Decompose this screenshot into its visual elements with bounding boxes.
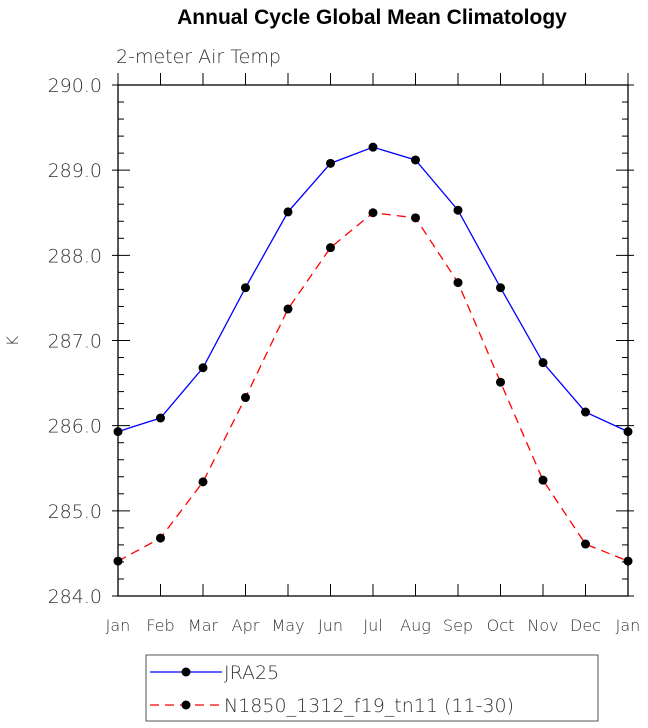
legend-label: JRA25 [224, 662, 279, 684]
data-point [411, 155, 420, 165]
data-point [581, 539, 590, 549]
x-tick-label: Mar [188, 616, 219, 635]
data-point [241, 393, 250, 403]
x-tick-label: Jan [106, 616, 131, 635]
x-tick-label: Dec [570, 616, 601, 635]
legend-box [145, 654, 599, 722]
data-point [326, 243, 335, 253]
data-point [411, 213, 420, 223]
data-point [326, 158, 335, 168]
x-tick-label: Nov [527, 616, 558, 635]
legend-label: N1850_1312_f19_tn11 (11-30) [224, 695, 514, 717]
data-point [156, 533, 165, 543]
legend-marker [181, 700, 191, 710]
data-point [623, 556, 633, 566]
data-point [283, 207, 293, 217]
chart-subtitle: 2-meter Air Temp [116, 46, 281, 68]
legend-marker [181, 667, 191, 677]
y-tick-label: 288.0 [48, 245, 102, 267]
chart-title: Annual Cycle Global Mean Climatology [177, 6, 567, 29]
data-point [453, 205, 463, 215]
legend: JRA25 N1850_1312_f19_tn11 (11-30) [145, 654, 599, 722]
x-tick-label: Sep [443, 616, 473, 635]
x-tick-label: Oct [487, 616, 515, 635]
y-tick-label: 289.0 [48, 160, 102, 182]
series-line-n1850 [117, 212, 629, 562]
x-tick-label: Feb [146, 616, 174, 635]
y-tick-label: 286.0 [48, 416, 102, 438]
x-tick-label: Jun [318, 616, 343, 635]
y-tick-label: 285.0 [48, 501, 102, 523]
data-point [538, 358, 548, 368]
data-point [368, 208, 378, 218]
data-point [623, 427, 633, 437]
y-axis-label: K [3, 335, 22, 346]
data-point [496, 377, 505, 387]
x-tick-label: May [271, 616, 304, 635]
y-tick-label: 290.0 [48, 75, 102, 97]
plot-frame [117, 84, 629, 597]
y-tick-label: 287.0 [48, 331, 102, 353]
x-tick-label: Apr [232, 616, 260, 635]
data-point [113, 427, 123, 437]
data-point [241, 283, 250, 293]
data-point [198, 477, 208, 487]
series-line-jra25 [117, 146, 629, 433]
data-point [198, 363, 208, 373]
data-point [538, 475, 548, 485]
data-point [113, 556, 123, 566]
data-point [453, 278, 463, 288]
data-point [283, 304, 293, 314]
x-tick-label: Aug [400, 616, 431, 635]
data-point [496, 283, 505, 293]
data-point [368, 142, 378, 152]
x-tick-label: Jan [616, 616, 641, 635]
data-point [156, 413, 165, 423]
x-tick-label: Jul [363, 616, 382, 635]
data-point [581, 407, 590, 417]
y-tick-label: 284.0 [48, 586, 102, 608]
